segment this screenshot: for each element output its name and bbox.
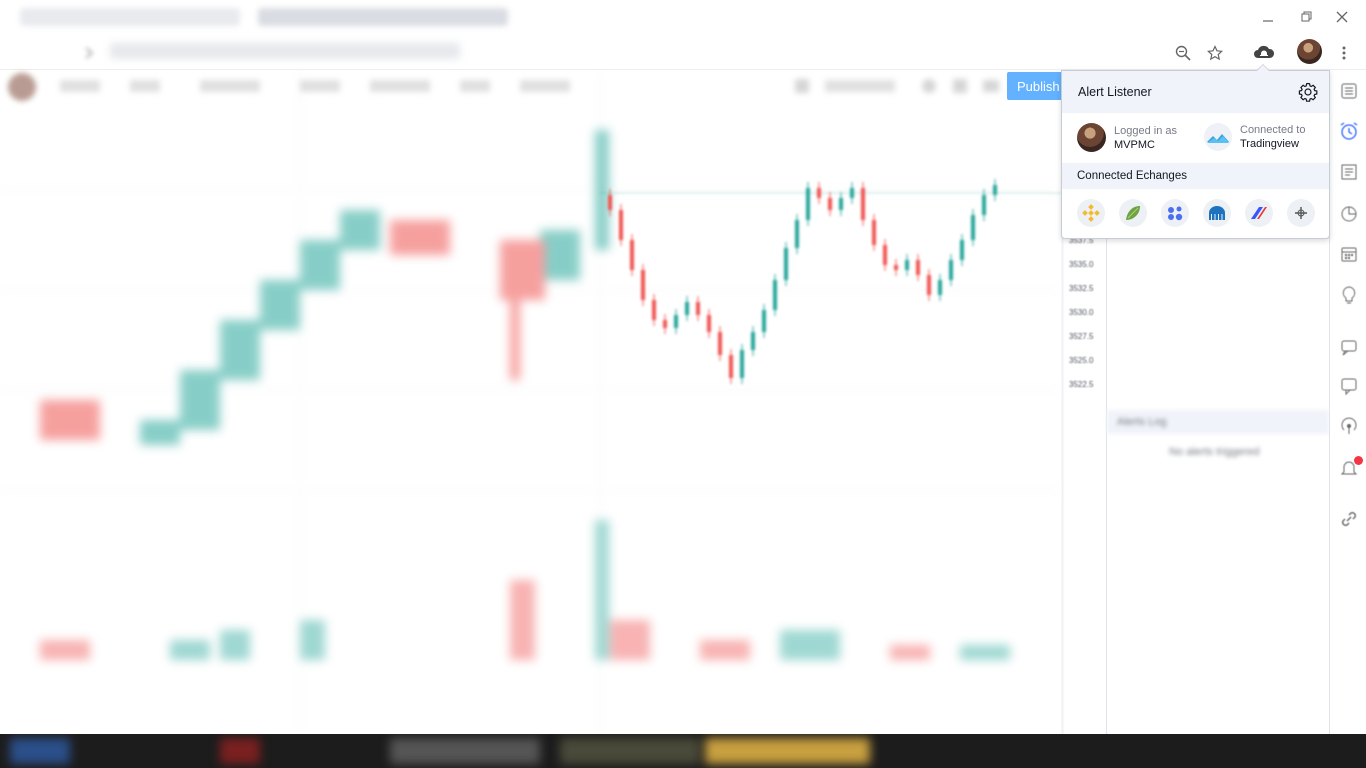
user-avatar bbox=[1077, 123, 1106, 152]
price-tick: 3530.0 bbox=[1069, 308, 1094, 317]
chart-candles-recent bbox=[600, 179, 1062, 384]
bitmex-exchange-icon[interactable] bbox=[1161, 199, 1189, 227]
tradingview-cloud-icon bbox=[1204, 123, 1232, 151]
price-tick: 3525.0 bbox=[1069, 356, 1094, 365]
alert-listener-popup: Alert Listener Logged in as MVPMC Connec… bbox=[1061, 70, 1330, 239]
binance-exchange-icon[interactable] bbox=[1077, 199, 1105, 227]
login-status: Logged in as MVPMC bbox=[1077, 123, 1177, 152]
price-tick: 3532.5 bbox=[1069, 284, 1094, 293]
taskbar-app[interactable] bbox=[705, 738, 870, 764]
browser-tab[interactable] bbox=[258, 8, 508, 26]
more-menu-icon[interactable] bbox=[1331, 40, 1357, 66]
minimize-icon[interactable] bbox=[1254, 6, 1282, 28]
os-taskbar bbox=[0, 734, 1366, 768]
zoom-icon[interactable] bbox=[1170, 40, 1196, 66]
watchlist-icon[interactable] bbox=[1338, 80, 1360, 102]
exchanges-header: Connected Echanges bbox=[1062, 163, 1329, 189]
chart-toolbar bbox=[0, 70, 1010, 104]
browser-tab[interactable] bbox=[20, 8, 240, 26]
publish-button[interactable]: Publish bbox=[1007, 72, 1069, 100]
chart-candles-blurred bbox=[0, 70, 1060, 734]
alert-listener-extension-icon[interactable] bbox=[1250, 38, 1278, 66]
logged-in-label: Logged in as bbox=[1114, 124, 1177, 137]
taskbar-app[interactable] bbox=[390, 738, 540, 764]
connected-label: Connected to bbox=[1240, 124, 1306, 136]
price-tick: 3527.5 bbox=[1069, 332, 1094, 341]
popup-title: Alert Listener bbox=[1078, 85, 1152, 99]
username: MVPMC bbox=[1114, 138, 1155, 151]
tradingview-status: Connected to Tradingview bbox=[1204, 123, 1305, 151]
price-axis: 3537.5 3535.0 3532.5 3530.0 3527.5 3525.… bbox=[1062, 70, 1106, 734]
alerts-log-title: Alerts Log bbox=[1117, 416, 1167, 428]
kraken-exchange-icon[interactable] bbox=[1203, 199, 1231, 227]
exchanges-list bbox=[1062, 189, 1329, 237]
url-field[interactable] bbox=[110, 43, 460, 59]
price-chart[interactable] bbox=[0, 70, 1106, 734]
restore-icon[interactable] bbox=[1292, 6, 1320, 28]
close-icon[interactable] bbox=[1328, 6, 1356, 28]
popup-caret-inner bbox=[1257, 65, 1269, 71]
streams-icon[interactable] bbox=[1338, 336, 1360, 358]
data-window-icon[interactable] bbox=[1338, 161, 1360, 183]
notification-badge bbox=[1354, 456, 1363, 465]
add-exchange-icon[interactable] bbox=[1287, 199, 1315, 227]
bitfinex-exchange-icon[interactable] bbox=[1119, 199, 1147, 227]
settings-gear-icon[interactable] bbox=[1297, 81, 1319, 103]
broadcast-icon[interactable] bbox=[1338, 416, 1360, 438]
price-tick: 3535.0 bbox=[1069, 260, 1094, 269]
taskbar-app[interactable] bbox=[560, 738, 700, 764]
price-tick: 3522.5 bbox=[1069, 380, 1094, 389]
bitmart-exchange-icon[interactable] bbox=[1245, 199, 1273, 227]
forward-icon[interactable] bbox=[76, 40, 102, 66]
hotlist-icon[interactable] bbox=[1338, 203, 1360, 225]
alarm-clock-icon[interactable] bbox=[1338, 120, 1360, 142]
notifications-icon[interactable] bbox=[1338, 456, 1363, 480]
popup-header: Alert Listener bbox=[1062, 71, 1329, 113]
link-icon[interactable] bbox=[1338, 508, 1360, 530]
chats-icon[interactable] bbox=[1338, 375, 1360, 397]
connection-status-row: Logged in as MVPMC Connected to Tradingv… bbox=[1062, 113, 1329, 163]
browser-tab-bar bbox=[0, 0, 1366, 34]
alerts-log-header: Alerts Log bbox=[1107, 410, 1329, 434]
connected-service: Tradingview bbox=[1240, 138, 1299, 150]
star-icon[interactable] bbox=[1202, 40, 1228, 66]
address-bar bbox=[0, 34, 1366, 70]
taskbar-app[interactable] bbox=[220, 738, 260, 764]
price-tick: 3537.5 bbox=[1069, 236, 1094, 245]
profile-avatar[interactable] bbox=[1297, 39, 1322, 64]
ideas-icon[interactable] bbox=[1338, 284, 1360, 306]
right-sidebar-toolbar bbox=[1329, 70, 1366, 734]
taskbar-app[interactable] bbox=[10, 738, 70, 764]
no-alerts-text: No alerts triggered bbox=[1169, 446, 1260, 458]
calendar-icon[interactable] bbox=[1338, 243, 1360, 265]
